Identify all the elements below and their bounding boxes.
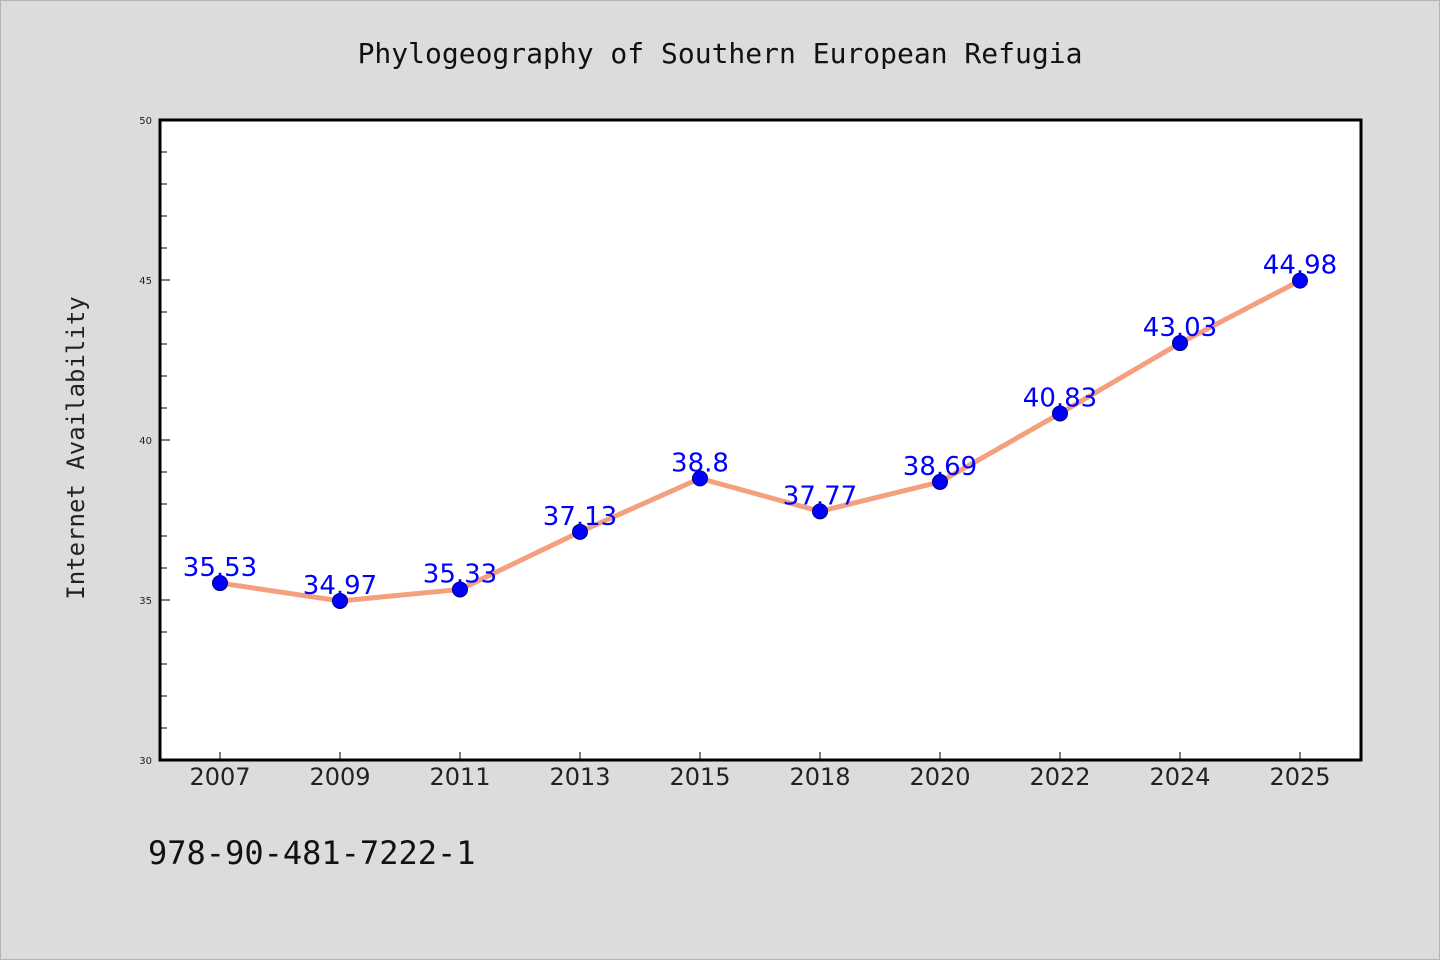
data-label: 37.77	[783, 481, 857, 511]
x-tick-label: 2024	[1149, 763, 1210, 791]
x-tick-label: 2013	[549, 763, 610, 791]
chart-title: Phylogeography of Southern European Refu…	[358, 37, 1083, 70]
data-point	[212, 575, 228, 592]
data-labels-layer: 35.53 34.97 35.33 37.13 38.8 37.77 38.69 40.83 4…	[183, 251, 1337, 601]
y-axis-ticks: 30 35 40 45 50	[139, 116, 170, 767]
y-tick-label: 35	[139, 596, 152, 607]
data-point	[332, 592, 348, 609]
y-tick-label: 50	[139, 116, 152, 127]
x-tick-label: 2015	[669, 763, 730, 791]
footer-isbn: 978-90-481-7222-1	[148, 834, 476, 872]
x-tick-label: 2009	[309, 763, 370, 791]
x-tick-label: 2020	[909, 763, 970, 791]
data-label: 44.98	[1263, 251, 1337, 281]
x-axis-ticks: 2007 2009 2011 2013 2015 2018 2020 2022 2024 2025	[189, 752, 1331, 791]
x-tick-label: 2018	[789, 763, 850, 791]
data-label: 34.97	[303, 571, 377, 601]
data-label: 38.69	[903, 452, 977, 482]
y-tick-label: 40	[139, 436, 152, 447]
data-point	[1052, 405, 1068, 422]
x-tick-label: 2007	[189, 763, 250, 791]
series-layer	[212, 272, 1308, 609]
data-label: 37.13	[543, 502, 617, 532]
y-tick-label: 45	[139, 276, 152, 287]
plot-area	[158, 118, 1363, 762]
series-line	[217, 278, 1303, 604]
data-point	[452, 581, 468, 598]
y-tick-label: 30	[139, 756, 152, 767]
data-label: 35.53	[183, 553, 257, 583]
data-point	[1172, 335, 1188, 352]
data-label: 35.33	[423, 559, 497, 589]
data-point	[932, 473, 948, 490]
data-label: 40.83	[1023, 383, 1097, 413]
data-label: 43.03	[1143, 313, 1217, 343]
x-tick-label: 2025	[1269, 763, 1330, 791]
data-point	[692, 470, 708, 487]
data-label: 38.8	[671, 448, 729, 478]
x-tick-label: 2022	[1029, 763, 1090, 791]
data-point	[812, 503, 828, 520]
data-point	[572, 523, 588, 540]
data-point	[1292, 272, 1308, 289]
x-tick-label: 2011	[429, 763, 490, 791]
y-axis-label: Internet Availability	[62, 296, 90, 599]
